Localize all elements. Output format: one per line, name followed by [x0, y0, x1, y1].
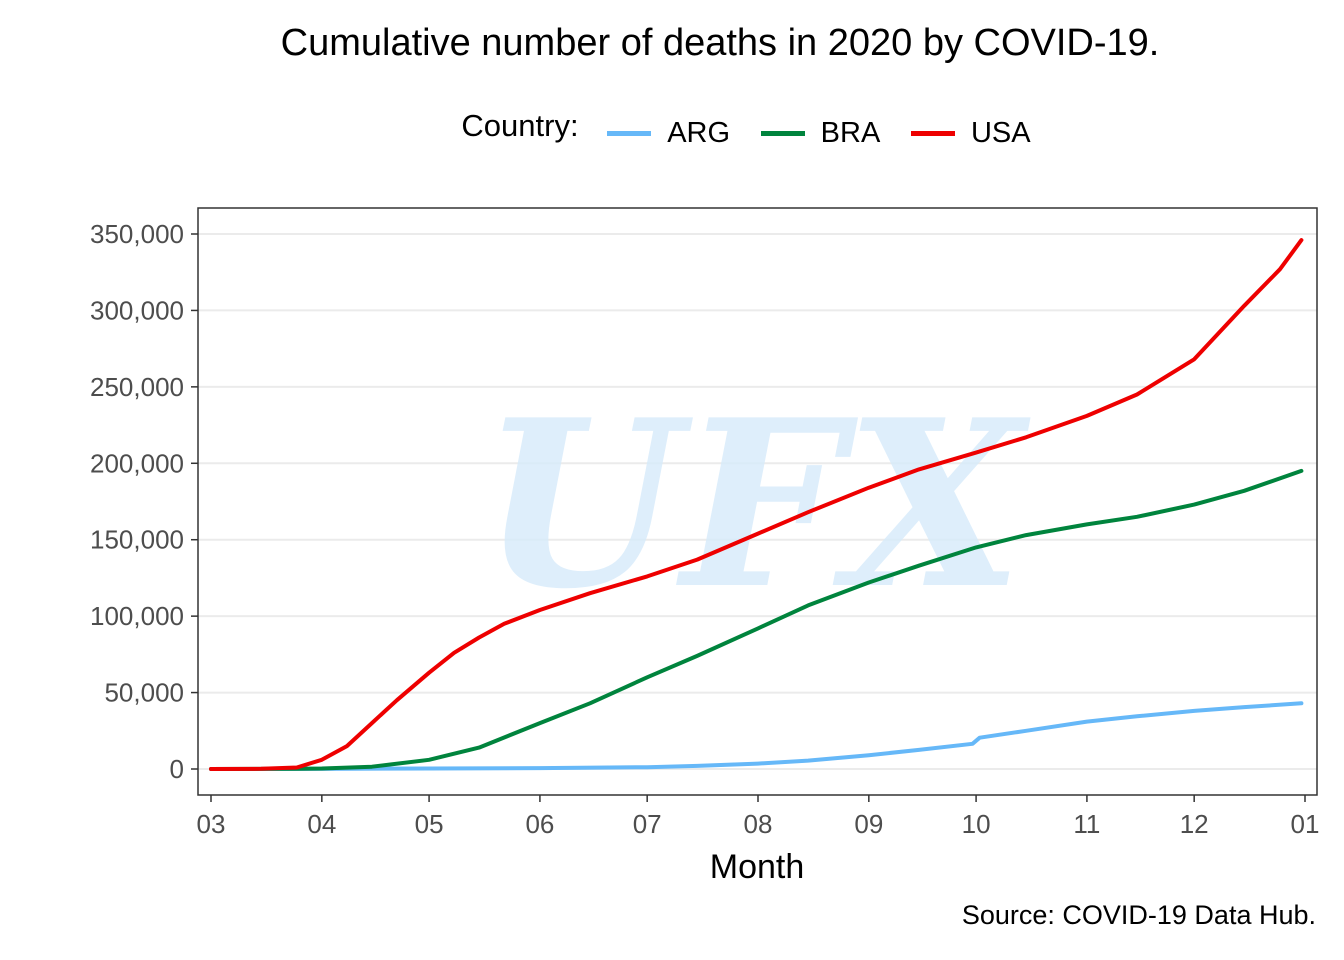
legend: Country: ARG BRA USA [0, 108, 1344, 150]
y-tick-label: 200,000 [90, 448, 184, 478]
legend-item-bra: BRA [760, 117, 881, 150]
y-axis: 0 50,000 100,000 150,000 200,000 250,000 300,0… [90, 219, 198, 784]
y-tick-label: 150,000 [90, 525, 184, 555]
x-tick-label: 01 [1291, 809, 1320, 839]
chart-caption: Source: COVID-19 Data Hub. [961, 900, 1316, 930]
watermark-text: UFX [481, 370, 1031, 640]
chart-title: Cumulative number of deaths in 2020 by C… [280, 22, 1160, 64]
x-tick-label: 11 [1073, 809, 1100, 839]
series-line-usa [209, 238, 1304, 771]
series-line-bra [209, 468, 1304, 771]
y-tick-label: 250,000 [90, 372, 184, 402]
y-tick-label: 350,000 [90, 219, 184, 249]
y-tick-label: 100,000 [90, 601, 184, 631]
x-tick-label: 06 [525, 809, 554, 839]
series-line-arg [209, 701, 1304, 771]
legend-item-arg: ARG [607, 117, 730, 150]
x-tick-label: 08 [744, 809, 773, 839]
x-tick-label: 10 [962, 809, 991, 839]
x-tick-label: 09 [854, 809, 883, 839]
x-tick-label: 07 [633, 809, 662, 839]
x-axis-title: Month [710, 848, 805, 886]
legend-title: Country: [461, 108, 579, 143]
x-tick-label: 03 [197, 809, 226, 839]
x-tick-label: 05 [415, 809, 444, 839]
legend-key-bra [760, 131, 805, 136]
legend-item-usa: USA [910, 117, 1031, 150]
y-tick-label: 0 [170, 754, 184, 784]
legend-label-usa: USA [970, 117, 1031, 149]
y-tick-label: 300,000 [90, 295, 184, 325]
series-layer [209, 238, 1304, 771]
y-tick-label: 50,000 [104, 678, 184, 708]
legend-key-arg [607, 131, 652, 136]
x-tick-label: 04 [307, 809, 336, 839]
legend-key-usa [910, 131, 955, 136]
legend-label-bra: BRA [820, 117, 881, 149]
x-axis: 03 04 05 06 07 08 09 10 11 12 01 [197, 795, 1320, 839]
x-tick-label: 12 [1180, 809, 1209, 839]
gridlines [198, 233, 1317, 770]
legend-label-arg: ARG [667, 117, 731, 149]
